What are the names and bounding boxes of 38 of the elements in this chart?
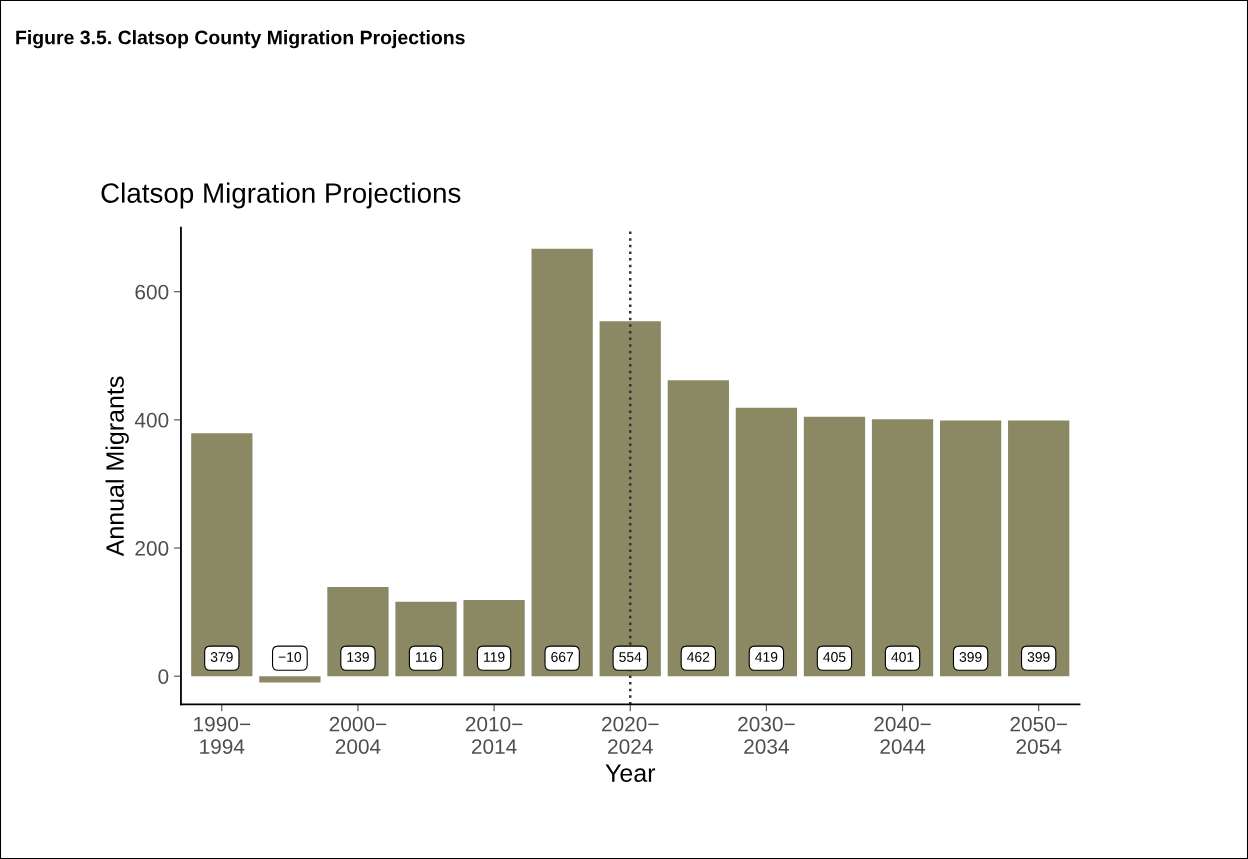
chart-title: Clatsop Migration Projections (101, 182, 461, 209)
x-tick-label: 2040− 2044 (874, 716, 931, 754)
data-label: 667 (551, 652, 574, 662)
bar (939, 420, 1002, 677)
y-tick-label: 0 (158, 669, 169, 684)
data-label: 405 (823, 652, 846, 662)
bar (599, 321, 661, 677)
bar (191, 433, 253, 677)
y-tick-label: 600 (135, 284, 169, 300)
y-axis-title: Annual Migrants (105, 376, 129, 557)
bar (531, 248, 593, 677)
data-label: 399 (959, 652, 982, 662)
data-label: 401 (891, 652, 914, 662)
x-tick-label: 2010− 2014 (465, 716, 523, 754)
bar (735, 407, 798, 677)
x-tick-label: 2030− 2034 (738, 716, 795, 754)
x-tick-label: 2020− 2024 (602, 716, 659, 754)
data-label: 399 (1027, 652, 1050, 662)
data-label: 462 (687, 652, 710, 662)
y-tick-label: 200 (135, 541, 169, 556)
y-tick-label: 400 (134, 412, 169, 428)
caption: Figure 3.5. Clatsop County Migration Projections (16, 30, 465, 49)
x-tick-label: 1990− 1994 (194, 716, 251, 754)
x-axis-title: Year (605, 764, 656, 782)
data-label: 554 (619, 652, 642, 662)
data-label: 139 (347, 652, 369, 662)
data-label: 379 (210, 652, 233, 662)
x-tick-label: 2000− 2004 (329, 716, 387, 754)
bar (803, 416, 866, 677)
bar (871, 419, 934, 677)
bar (667, 380, 729, 677)
data-label: 119 (484, 652, 505, 662)
data-label: −10 (278, 652, 302, 662)
x-tick-label: 2050− 2054 (1010, 716, 1067, 754)
bar (259, 676, 321, 683)
data-label: 419 (755, 652, 778, 662)
bar (1008, 420, 1070, 677)
data-label: 116 (416, 652, 437, 662)
